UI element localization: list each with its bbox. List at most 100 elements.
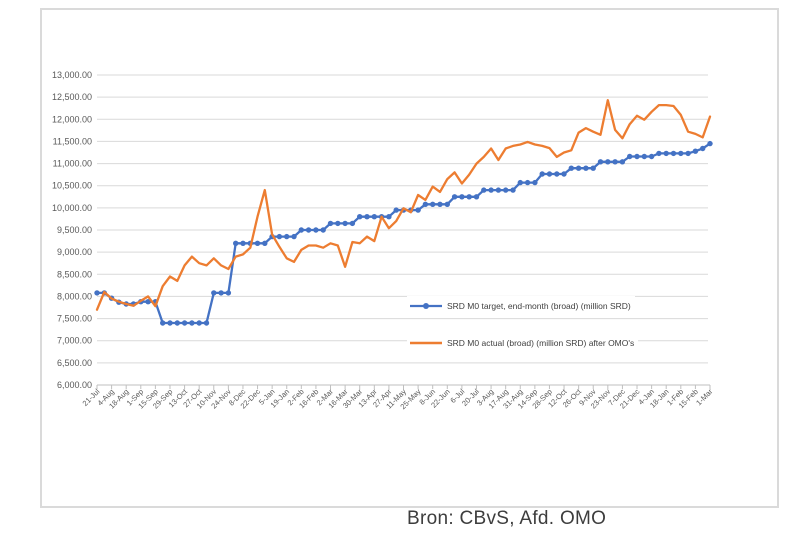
data-point-marker: [298, 227, 304, 233]
data-point-marker: [561, 171, 567, 177]
data-point-marker: [225, 290, 232, 296]
data-point-marker: [503, 187, 509, 193]
data-point-marker: [386, 214, 392, 220]
data-point-marker: [313, 227, 319, 233]
data-point-marker: [437, 201, 443, 207]
data-point-marker: [612, 159, 618, 165]
data-point-marker: [218, 290, 224, 296]
data-point-marker: [415, 207, 421, 213]
data-point-marker: [568, 165, 574, 171]
data-point-marker: [211, 290, 217, 296]
data-point-marker: [685, 150, 691, 157]
data-point-marker: [546, 171, 553, 177]
data-point-marker: [495, 187, 502, 193]
y-tick-label: 9,000.00: [57, 247, 92, 257]
data-point-marker: [357, 214, 363, 220]
data-point-marker: [641, 153, 647, 160]
series-line-actual: [95, 99, 712, 311]
data-point-marker: [430, 201, 436, 207]
data-point-marker: [145, 299, 151, 305]
data-point-marker: [291, 233, 297, 240]
y-tick-label: 11,000.00: [53, 159, 92, 169]
data-point-marker: [371, 214, 377, 220]
data-point-marker: [422, 201, 429, 207]
data-point-marker: [670, 150, 677, 157]
y-tick-label: 8,000.00: [57, 291, 92, 301]
data-point-marker: [364, 214, 370, 220]
data-point-marker: [254, 240, 261, 246]
data-point-marker: [692, 148, 699, 154]
data-point-marker: [554, 171, 560, 177]
data-point-marker: [262, 240, 268, 246]
data-point-marker: [634, 153, 640, 160]
data-point-marker: [284, 233, 290, 240]
y-tick-label: 7,000.00: [57, 336, 92, 346]
legend-entry-target: SRD M0 target, end-month (broad) (millio…: [407, 296, 635, 316]
data-point-marker: [590, 165, 596, 171]
data-point-marker: [524, 179, 531, 186]
y-tick-label: 11,500.00: [53, 136, 92, 146]
data-point-marker: [393, 207, 399, 213]
data-point-marker: [473, 194, 480, 200]
data-point-marker: [342, 220, 348, 227]
data-point-marker: [196, 320, 202, 326]
data-point-marker: [451, 194, 458, 200]
data-point-marker: [619, 159, 626, 165]
y-tick-label: 6,500.00: [57, 358, 92, 368]
data-point-marker: [539, 171, 545, 177]
legend-swatch-actual-icon: [410, 341, 442, 345]
data-point-marker: [444, 201, 450, 207]
data-point-marker: [700, 145, 706, 152]
data-point-marker: [189, 320, 195, 326]
data-point-marker: [240, 240, 246, 246]
data-point-marker: [597, 159, 604, 165]
x-tick-label: 1-Mar: [694, 387, 715, 408]
data-point-marker: [233, 240, 239, 246]
legend-label-target: SRD M0 target, end-month (broad) (millio…: [447, 301, 631, 311]
data-point-marker: [466, 194, 472, 200]
data-point-marker: [517, 179, 523, 186]
data-point-marker: [481, 187, 487, 193]
data-point-marker: [94, 290, 100, 296]
data-point-marker: [583, 165, 589, 171]
source-caption: Bron: CBvS, Afd. OMO: [407, 508, 607, 529]
legend-entry-actual: SRD M0 actual (broad) (million SRD) afte…: [407, 333, 639, 353]
y-tick-label: 9,500.00: [57, 225, 92, 235]
y-tick-label: 12,000.00: [52, 114, 92, 124]
y-tick-label: 8,500.00: [57, 269, 92, 279]
data-point-marker: [349, 220, 356, 227]
data-point-marker: [203, 320, 210, 326]
data-point-marker: [605, 159, 611, 165]
data-point-marker: [663, 150, 669, 157]
y-tick-label: 7,500.00: [57, 314, 92, 324]
data-point-marker: [320, 227, 326, 233]
data-point-marker: [305, 227, 312, 233]
data-point-marker: [459, 194, 465, 200]
data-point-marker: [276, 233, 283, 240]
data-point-marker: [575, 165, 582, 171]
data-point-marker: [707, 140, 713, 147]
data-point-marker: [510, 187, 516, 193]
y-tick-label: 10,500.00: [52, 181, 92, 191]
data-point-marker: [656, 150, 662, 157]
y-tick-label: 12,500.00: [52, 92, 92, 102]
chart-frame: [40, 8, 779, 508]
y-tick-label: 10,000.00: [52, 203, 92, 213]
data-point-marker: [627, 153, 633, 160]
data-point-marker: [181, 320, 188, 326]
data-point-marker: [488, 187, 494, 193]
data-point-marker: [327, 220, 334, 227]
legend-label-actual: SRD M0 actual (broad) (million SRD) afte…: [447, 338, 635, 348]
data-point-marker: [678, 150, 684, 157]
data-point-marker: [335, 220, 341, 227]
y-tick-label: 6,000.00: [57, 380, 92, 390]
data-point-marker: [532, 179, 538, 186]
data-point-marker: [648, 153, 655, 160]
data-point-marker: [174, 320, 180, 326]
y-tick-label: 13,000.00: [52, 70, 92, 80]
data-point-marker: [167, 320, 173, 326]
data-point-marker: [160, 320, 166, 326]
legend-swatch-target-icon: [410, 303, 442, 309]
